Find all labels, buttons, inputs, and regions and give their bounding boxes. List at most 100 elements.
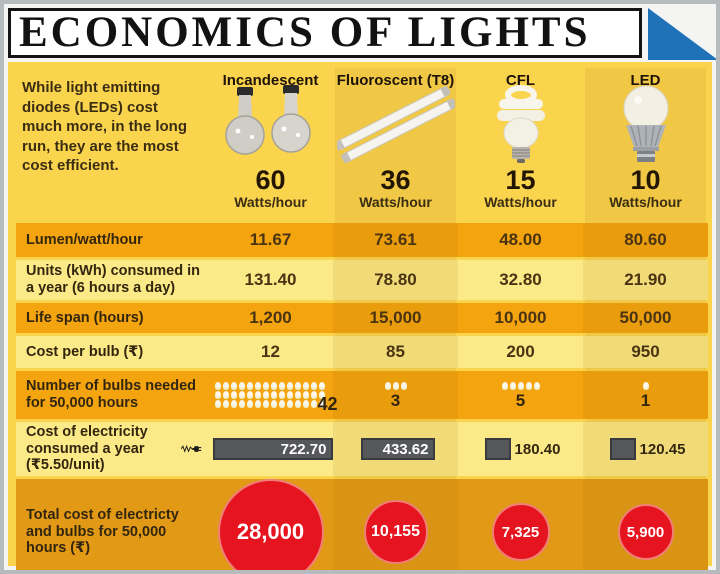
mini-bulb-icon bbox=[222, 400, 229, 408]
row-label: Total cost of electricty and bulbs for 5… bbox=[26, 507, 179, 557]
mini-bulb-icon bbox=[318, 400, 325, 408]
incandescent-bulbs-icon bbox=[219, 83, 323, 167]
mini-bulb-icon bbox=[262, 382, 269, 390]
mini-bulb-icon bbox=[384, 382, 391, 390]
column-name: LED bbox=[630, 72, 661, 89]
bulb-pictogram-group bbox=[642, 382, 650, 391]
power-plug-icon bbox=[181, 444, 202, 453]
fluorescent-tubes-icon bbox=[336, 83, 455, 167]
cell-total: 10,155 bbox=[333, 479, 458, 570]
table-header: While light emitting diodes (LEDs) cost … bbox=[16, 68, 708, 220]
cell-bulb-count: 1 bbox=[583, 371, 708, 419]
mini-bulb-icon bbox=[310, 382, 317, 390]
cell-cost-bar: 180.40 bbox=[458, 422, 583, 476]
row-label: Units (kWh) consumed in a year (6 hours … bbox=[26, 263, 200, 296]
bar-value: 120.45 bbox=[639, 440, 686, 458]
mini-bulb-icon bbox=[238, 382, 245, 390]
cell-value: 12 bbox=[261, 342, 280, 361]
watts-unit: Watts/hour bbox=[359, 194, 432, 210]
mini-bulb-icon bbox=[525, 382, 532, 390]
watts-value: 36 bbox=[380, 165, 411, 195]
cell-bulb-count: 42 bbox=[208, 371, 338, 419]
cell-total: 28,000 bbox=[208, 479, 333, 570]
mini-bulb-icon bbox=[318, 382, 325, 390]
cell-cost-bar: 120.45 bbox=[583, 422, 708, 477]
mini-bulb-icon bbox=[392, 382, 399, 390]
mini-bulb-icon bbox=[533, 382, 540, 390]
cell-value: 200 bbox=[506, 342, 535, 361]
corner-triangle-decoration bbox=[648, 8, 716, 60]
mini-bulb-icon bbox=[238, 391, 245, 399]
mini-bulb-icon bbox=[278, 400, 285, 408]
mini-bulb-icon bbox=[262, 391, 269, 399]
content-panel: While light emitting diodes (LEDs) cost … bbox=[8, 62, 712, 570]
total-cost-circle: 5,900 bbox=[617, 504, 674, 561]
watts-unit: Watts/hour bbox=[234, 194, 307, 210]
cost-bar: 722.70 bbox=[212, 438, 333, 460]
mini-bulb-icon bbox=[222, 391, 229, 399]
watts-unit: Watts/hour bbox=[484, 194, 557, 210]
mini-bulb-icon bbox=[214, 400, 221, 408]
mini-bulb-icon bbox=[246, 382, 253, 390]
row-label: Lumen/watt/hour bbox=[26, 231, 143, 248]
cfl-bulb-icon bbox=[486, 83, 556, 167]
mini-bulb-icon bbox=[262, 400, 269, 408]
bulb-pictogram-group: 42 bbox=[214, 382, 338, 414]
column-name: Incandescent bbox=[222, 72, 319, 89]
cell-value: 21.90 bbox=[583, 260, 708, 300]
bar-value: 722.70 bbox=[280, 440, 327, 458]
cell-value: 32.80 bbox=[499, 270, 542, 289]
total-value: 7,325 bbox=[501, 523, 540, 541]
cell-value: 131.40 bbox=[244, 270, 297, 289]
mini-bulb-icon bbox=[270, 400, 277, 408]
mini-bulb-icon bbox=[294, 400, 301, 408]
total-cost-circle: 28,000 bbox=[217, 479, 324, 570]
bulb-count-value: 3 bbox=[390, 390, 401, 410]
mini-bulb-icon bbox=[270, 391, 277, 399]
mini-bulb-icon bbox=[318, 391, 325, 399]
cell-bulb-count: 3 bbox=[333, 371, 458, 419]
table-row-electricity-cost: Cost of electricity consumed a year (₹5.… bbox=[16, 422, 708, 477]
cell-value: 73.61 bbox=[333, 223, 458, 257]
mini-bulb-icon bbox=[238, 400, 245, 408]
mini-bulb-icon bbox=[286, 400, 293, 408]
mini-bulb-icon bbox=[294, 382, 301, 390]
cell-value: 11.67 bbox=[249, 230, 292, 249]
mini-bulb-icon bbox=[254, 382, 261, 390]
mini-bulb-icon bbox=[302, 391, 309, 399]
column-header-fluorescent: Fluoroscent (T8) 36 Watts/hour bbox=[333, 68, 458, 220]
intro-text: While light emitting diodes (LEDs) cost … bbox=[22, 79, 188, 174]
table-row-lifespan: Life span (hours) 1,200 15,000 10,000 50… bbox=[16, 303, 708, 333]
row-label: Life span (hours) bbox=[26, 309, 144, 326]
row-label: Cost of electricity consumed a year (₹5.… bbox=[16, 422, 208, 476]
bar-value: 180.40 bbox=[514, 440, 561, 458]
mini-bulb-icon bbox=[214, 382, 221, 390]
mini-bulb-icon bbox=[310, 391, 317, 399]
mini-bulb-icon bbox=[294, 391, 301, 399]
watts-value: 60 bbox=[255, 165, 286, 195]
total-value: 28,000 bbox=[236, 519, 305, 545]
mini-bulb-icon bbox=[642, 382, 649, 390]
mini-bulb-icon bbox=[400, 382, 407, 390]
table-row-bulbs-needed: Number of bulbs needed for 50,000 hours … bbox=[16, 371, 708, 419]
column-header-incandescent: Incandescent 60 bbox=[208, 68, 333, 220]
column-name: Fluoroscent (T8) bbox=[336, 72, 455, 89]
cell-value: 50,000 bbox=[583, 303, 708, 333]
watts-value: 10 bbox=[630, 165, 661, 195]
row-label: Cost per bulb (₹) bbox=[26, 343, 144, 360]
mini-bulb-icon bbox=[517, 382, 524, 390]
page-title: ECONOMICS OF LIGHTS bbox=[19, 8, 591, 56]
led-bulb-icon bbox=[611, 83, 681, 167]
column-header-cfl: CFL 15 Watts/hour bbox=[458, 68, 583, 220]
mini-bulb-icon bbox=[501, 382, 508, 390]
cell-cost-bar: 433.62 bbox=[333, 422, 458, 477]
title-bar: ECONOMICS OF LIGHTS bbox=[8, 8, 642, 58]
column-header-led: LED 10 Watts/hour bbox=[583, 68, 708, 220]
bulb-pictogram-group bbox=[384, 382, 408, 391]
table-row-lumen: Lumen/watt/hour 11.67 73.61 48.00 80.60 bbox=[16, 223, 708, 257]
cell-total: 5,900 bbox=[583, 479, 708, 570]
cell-value: 80.60 bbox=[583, 223, 708, 257]
mini-bulb-icon bbox=[270, 382, 277, 390]
watts-value: 15 bbox=[505, 165, 536, 195]
